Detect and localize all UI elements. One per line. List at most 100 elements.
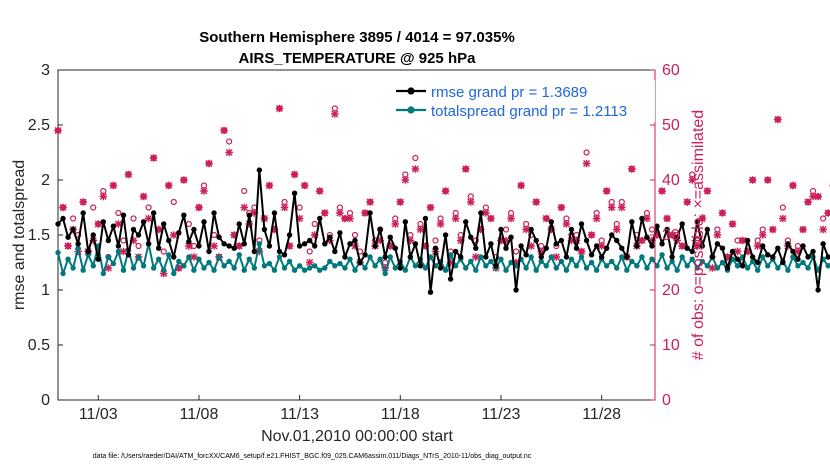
obs-assimilated-point [436, 220, 445, 228]
rmse-point [719, 245, 726, 251]
rmse-point [85, 248, 91, 255]
obs-assimilated-point [552, 253, 561, 261]
rmse-point [669, 254, 675, 260]
legend: rmse grand pr = 1.3689 totalspread grand… [393, 80, 655, 122]
totalspread-point [498, 256, 504, 262]
totalspread-point [281, 265, 288, 271]
totalspread-point [171, 270, 177, 277]
obs-assimilated-point [723, 253, 732, 261]
obs-assimilated-mark [104, 264, 113, 272]
obs-assimilated-mark [733, 247, 742, 256]
totalspread-point [211, 267, 217, 273]
totalspread-point [301, 267, 308, 273]
totalspread-point [166, 252, 172, 258]
totalspread-point [749, 258, 756, 265]
obs-assimilated-mark [295, 214, 304, 223]
totalspread-point [90, 263, 96, 269]
obs-assimilated-mark [255, 247, 264, 256]
rmse-point [754, 259, 761, 266]
totalspread-point [191, 267, 197, 273]
rmse-point [724, 265, 731, 271]
obs-assimilated-mark [235, 242, 244, 250]
rmse-point [704, 226, 711, 233]
obs-assimilated-point [658, 187, 666, 195]
obs-assimilated-mark [99, 192, 108, 201]
legend-marker-totalspread [407, 106, 415, 114]
obs-assimilated-point [638, 236, 646, 245]
obs-assimilated-mark [487, 214, 495, 223]
totalspread-point [206, 259, 212, 266]
rmse-point [463, 219, 469, 225]
obs-assimilated-point [376, 236, 384, 245]
obs-assimilated-mark [688, 176, 697, 184]
totalspread-point [317, 267, 323, 273]
obs-assimilated-mark [668, 231, 676, 239]
obs-assimilated-point [54, 126, 62, 135]
rmse-point [583, 237, 590, 244]
rmse-point [251, 248, 258, 255]
rmse-point [533, 237, 539, 244]
obs-assimilated-mark [763, 176, 772, 184]
totalspread-point [583, 265, 590, 271]
totalspread-point [528, 254, 534, 260]
obs-assimilated-mark [768, 225, 777, 234]
rmse-point [125, 252, 132, 258]
totalspread-point [568, 256, 575, 262]
obs-assimilated-point [733, 247, 742, 256]
totalspread-point [573, 263, 580, 269]
obs-assimilated-mark [381, 264, 389, 272]
totalspread-point [327, 258, 333, 265]
totalspread-point [161, 267, 167, 273]
obs-assimilated-mark [361, 209, 369, 217]
totalspread-point [372, 263, 378, 269]
obs-assimilated-point [119, 247, 128, 256]
rmse-point [397, 265, 403, 271]
y-right-tick-label: 40 [662, 172, 680, 189]
rmse-point [563, 254, 570, 260]
obs-assimilated-point [421, 242, 430, 250]
obs-assimilated-mark [497, 236, 505, 245]
rmse-point [306, 237, 313, 244]
totalspread-point [593, 267, 600, 273]
obs-assimilated-mark [814, 192, 822, 201]
rmse-point [286, 232, 293, 238]
obs-assimilated-point [678, 242, 686, 250]
obs-assimilated-mark [346, 214, 354, 223]
rmse-point [221, 241, 227, 247]
rmse-point [357, 259, 363, 266]
legend-box [393, 80, 655, 122]
totalspread-point [714, 265, 721, 271]
obs-assimilated-point [597, 242, 606, 250]
obs-assimilated-mark [331, 110, 339, 118]
rmse-point [261, 226, 268, 233]
obs-assimilated-point [180, 176, 188, 184]
obs-possible-point [135, 242, 142, 250]
obs-assimilated-point [502, 236, 510, 245]
rmse-point [548, 219, 555, 225]
obs-assimilated-point [144, 214, 153, 223]
rmse-point [226, 243, 232, 249]
obs-assimilated-point [406, 236, 415, 245]
rmse-point [171, 254, 177, 260]
obs-assimilated-point [537, 247, 546, 256]
obs-assimilated-point [94, 220, 103, 228]
obs-assimilated-point [220, 126, 228, 135]
obs-assimilated-mark [421, 242, 430, 250]
obs-assimilated-mark [59, 203, 67, 212]
rmse-point [558, 237, 565, 244]
obs-assimilated-mark [411, 165, 420, 173]
obs-assimilated-point [748, 176, 757, 184]
totalspread-point [221, 263, 227, 269]
obs-assimilated-point [361, 209, 369, 217]
totalspread-point [105, 254, 112, 260]
obs-possible-point [351, 231, 359, 239]
rmse-point [614, 237, 620, 244]
obs-assimilated-point [607, 203, 616, 212]
obs-assimilated-point [617, 203, 626, 212]
y-right-tick-label: 30 [662, 227, 680, 244]
rmse-point [503, 245, 509, 251]
obs-possible-point [779, 204, 786, 211]
obs-assimilated-point [507, 214, 515, 223]
obs-assimilated-mark [713, 231, 722, 239]
obs-assimilated-mark [517, 181, 525, 190]
